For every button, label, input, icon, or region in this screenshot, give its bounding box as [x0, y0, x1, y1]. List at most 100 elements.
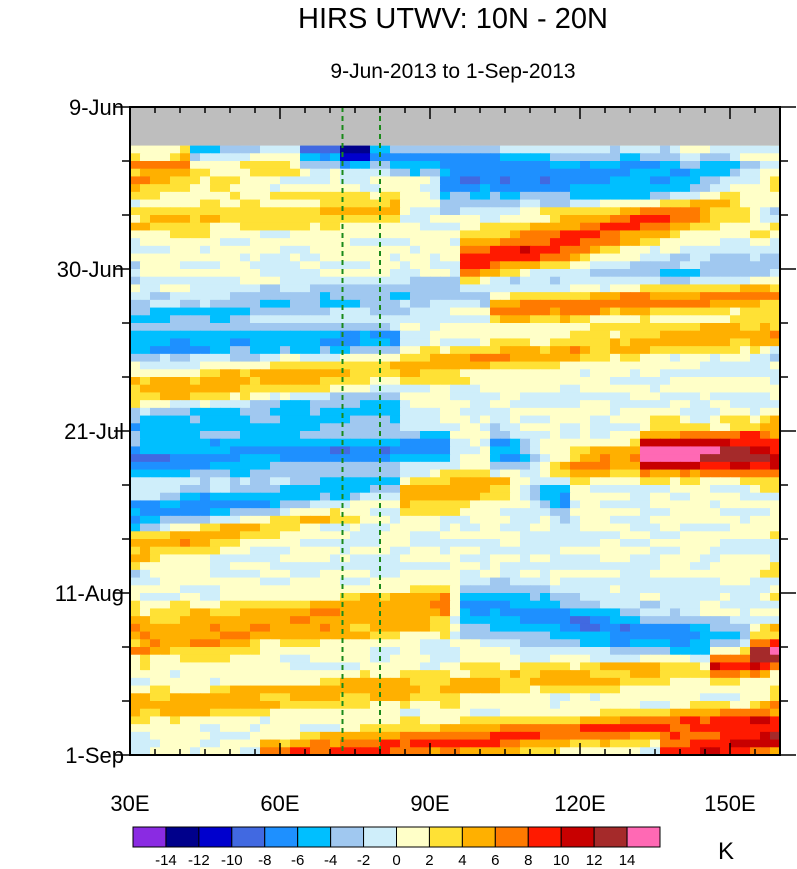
- heatmap-cell: [750, 631, 761, 640]
- heatmap-cell: [700, 569, 711, 579]
- heatmap-cell: [470, 191, 481, 201]
- heatmap-cell: [720, 161, 731, 170]
- heatmap-cell: [350, 307, 361, 316]
- heatmap-cell: [660, 546, 671, 556]
- heatmap-cell: [150, 299, 161, 309]
- heatmap-cell: [530, 384, 541, 394]
- heatmap-cell: [550, 245, 561, 255]
- heatmap-cell: [680, 608, 691, 617]
- heatmap-cell: [260, 461, 271, 471]
- heatmap-cell: [480, 677, 491, 687]
- heatmap-cell: [160, 423, 171, 432]
- heatmap-cell: [250, 253, 261, 262]
- heatmap-cell: [210, 292, 221, 301]
- heatmap-cell: [140, 276, 151, 286]
- heatmap-cell: [690, 454, 701, 463]
- heatmap-cell: [280, 554, 291, 563]
- heatmap-cell: [690, 323, 701, 332]
- heatmap-cell: [720, 168, 731, 178]
- heatmap-cell: [420, 369, 431, 378]
- heatmap-cell: [430, 207, 441, 216]
- heatmap-cell: [570, 207, 581, 216]
- heatmap-cell: [360, 454, 371, 463]
- heatmap-cell: [180, 269, 191, 278]
- heatmap-cell: [720, 199, 731, 208]
- heatmap-cell: [190, 400, 201, 409]
- heatmap-cell: [380, 353, 391, 363]
- heatmap-cell: [700, 261, 711, 270]
- heatmap-cell: [240, 461, 251, 471]
- heatmap-cell: [520, 461, 531, 471]
- heatmap-cell: [430, 685, 441, 694]
- heatmap-cell: [530, 230, 541, 239]
- heatmap-cell: [730, 199, 741, 208]
- heatmap-cell: [770, 161, 780, 170]
- heatmap-cell: [490, 384, 501, 394]
- heatmap-cell: [170, 415, 181, 424]
- heatmap-cell: [630, 215, 641, 224]
- heatmap-cell: [290, 593, 301, 602]
- heatmap-cell: [320, 361, 331, 370]
- heatmap-cell: [470, 431, 481, 440]
- heatmap-cell: [270, 330, 281, 340]
- heatmap-cell: [430, 330, 441, 340]
- heatmap-cell: [740, 647, 751, 656]
- heatmap-cell: [720, 539, 731, 548]
- heatmap-cell: [420, 461, 431, 471]
- heatmap-cell: [660, 377, 671, 386]
- heatmap-cell: [280, 562, 291, 571]
- heatmap-cell: [130, 215, 141, 224]
- heatmap-cell: [710, 176, 721, 185]
- heatmap-cell: [280, 631, 291, 640]
- heatmap-cell: [280, 215, 291, 224]
- heatmap-cell: [570, 647, 581, 656]
- heatmap-cell: [460, 161, 471, 170]
- heatmap-cell: [620, 307, 631, 316]
- heatmap-cell: [510, 569, 521, 579]
- heatmap-cell: [470, 346, 481, 355]
- heatmap-cell: [290, 562, 301, 571]
- heatmap-cell: [220, 654, 231, 664]
- heatmap-cell: [250, 608, 261, 617]
- heatmap-cell: [130, 469, 141, 478]
- heatmap-cell: [150, 307, 161, 316]
- heatmap-cell: [390, 253, 401, 262]
- heatmap-cell: [500, 315, 511, 324]
- heatmap-cell: [230, 315, 241, 324]
- heatmap-cell: [740, 323, 751, 332]
- heatmap-cell: [280, 585, 291, 594]
- heatmap-cell: [710, 369, 721, 378]
- heatmap-cell: [170, 369, 181, 378]
- heatmap-cell: [630, 199, 641, 208]
- heatmap-cell: [470, 369, 481, 378]
- heatmap-cell: [710, 431, 721, 440]
- heatmap-cell: [620, 577, 631, 586]
- heatmap-cell: [240, 346, 251, 355]
- heatmap-cell: [290, 438, 301, 448]
- heatmap-cell: [520, 176, 531, 185]
- heatmap-cell: [560, 153, 571, 162]
- heatmap-cell: [460, 469, 471, 478]
- heatmap-cell: [370, 253, 381, 262]
- heatmap-cell: [420, 438, 431, 448]
- heatmap-cell: [640, 454, 651, 463]
- heatmap-cell: [450, 245, 461, 255]
- heatmap-cell: [320, 523, 331, 532]
- heatmap-cell: [450, 654, 461, 664]
- heatmap-cell: [290, 693, 301, 702]
- heatmap-cell: [320, 492, 331, 502]
- heatmap-cell: [640, 554, 651, 563]
- heatmap-cell: [710, 207, 721, 216]
- heatmap-cell: [140, 230, 151, 239]
- heatmap-cell: [750, 593, 761, 602]
- heatmap-cell: [700, 207, 711, 216]
- heatmap-cell: [400, 407, 411, 417]
- heatmap-cell: [170, 400, 181, 409]
- heatmap-cell: [170, 215, 181, 224]
- heatmap-cell: [540, 531, 551, 540]
- heatmap-cell: [360, 353, 371, 363]
- heatmap-cell: [680, 199, 691, 208]
- heatmap-cell: [450, 508, 461, 517]
- heatmap-cell: [500, 253, 511, 262]
- heatmap-cell: [670, 500, 681, 509]
